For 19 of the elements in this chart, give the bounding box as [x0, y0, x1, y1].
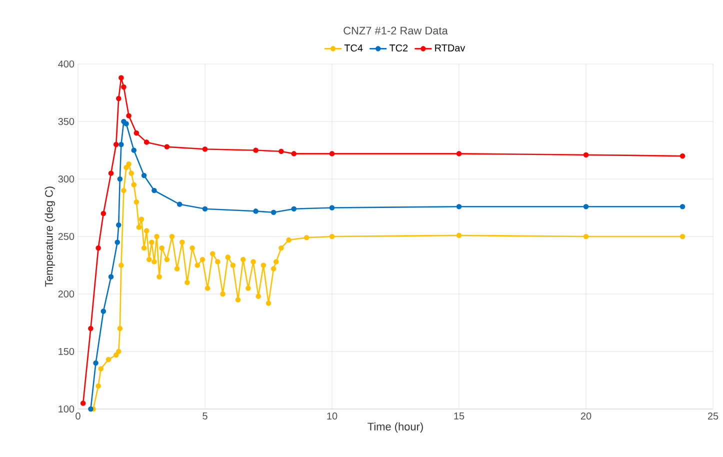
y-tick-label: 300	[58, 175, 74, 183]
y-tick-label: 100	[58, 405, 74, 413]
y-axis-title: Temperature (deg C)	[44, 186, 56, 287]
y-tick-label: 350	[58, 118, 74, 126]
legend-label: RTDav	[435, 44, 466, 52]
x-tick-label: 10	[327, 412, 338, 420]
y-tick-label: 200	[58, 290, 74, 298]
x-tick-label: 25	[708, 412, 718, 420]
chart-title: CNZ7 #1-2 Raw Data	[344, 26, 448, 34]
legend-label: TC2	[389, 44, 408, 52]
legend-label: TC4	[344, 44, 363, 52]
y-tick-label: 250	[58, 232, 74, 240]
y-tick-label: 150	[58, 348, 74, 356]
x-axis-title: Time (hour)	[368, 422, 423, 433]
x-tick-label: 0	[76, 412, 80, 420]
y-tick-label: 400	[58, 60, 74, 68]
x-tick-label: 20	[580, 412, 592, 420]
x-tick-label: 5	[202, 412, 208, 420]
x-tick-label: 15	[454, 412, 464, 420]
